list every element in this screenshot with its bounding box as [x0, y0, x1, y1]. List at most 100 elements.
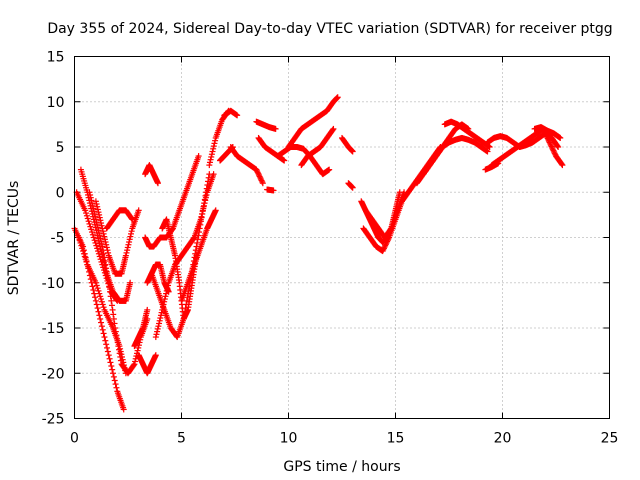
data-point [113, 384, 120, 391]
data-point [110, 315, 117, 322]
data-point [90, 234, 97, 241]
data-point [94, 221, 101, 228]
data-series [264, 186, 277, 194]
y-tick-label: -25 [42, 412, 65, 428]
data-point [81, 253, 88, 260]
data-point [89, 229, 96, 236]
x-tick-label: 20 [494, 431, 512, 447]
data-point [164, 285, 171, 292]
data-point [89, 202, 96, 209]
data-point [549, 144, 556, 151]
data-point [153, 331, 160, 338]
data-point [380, 245, 387, 252]
data-point [125, 241, 132, 248]
data-point [96, 312, 103, 319]
data-point [97, 217, 104, 224]
data-point [107, 288, 114, 295]
data-point [113, 332, 120, 339]
data-point [107, 359, 114, 366]
data-point [98, 220, 105, 227]
data-point [88, 197, 95, 204]
data-series [178, 207, 219, 304]
data-series [285, 94, 341, 150]
data-point [105, 352, 112, 359]
data-point [155, 323, 162, 330]
data-point [93, 242, 100, 249]
data-point [156, 317, 163, 324]
data-point [92, 294, 99, 301]
data-series [362, 189, 408, 241]
data-point [103, 244, 110, 251]
data-series [131, 306, 151, 350]
data-point [108, 297, 115, 304]
data-point [255, 170, 262, 177]
data-point [84, 215, 91, 222]
y-tick-label: -20 [42, 366, 65, 382]
data-point [94, 203, 101, 210]
data-point [349, 184, 356, 191]
data-point [484, 148, 491, 155]
data-point [99, 243, 106, 250]
data-point [384, 237, 391, 244]
data-point [259, 178, 266, 185]
data-point [124, 247, 131, 254]
data-point [258, 177, 265, 184]
data-point [112, 328, 119, 335]
data-point [135, 207, 142, 214]
data-point [199, 208, 206, 215]
data-series [531, 124, 564, 141]
data-point [207, 156, 214, 163]
data-point [270, 187, 277, 194]
data-point [100, 304, 107, 311]
y-tick-label: 5 [56, 140, 65, 156]
data-point [105, 279, 112, 286]
data-point [93, 219, 100, 226]
x-tick-label: 25 [601, 431, 619, 447]
data-point [257, 174, 264, 181]
grid-lines [74, 56, 610, 419]
data-point [381, 244, 388, 251]
data-point [106, 284, 113, 291]
data-point [87, 194, 94, 201]
data-point [95, 227, 102, 234]
data-point [92, 297, 99, 304]
data-point [87, 191, 94, 198]
data-point [120, 406, 127, 413]
data-point [380, 246, 387, 253]
data-point [208, 153, 215, 160]
data-point [78, 242, 85, 249]
data-point [198, 213, 205, 220]
data-point [158, 309, 165, 316]
data-point [114, 335, 121, 342]
chart-title: Day 355 of 2024, Sidereal Day-to-day VTE… [47, 21, 612, 37]
data-point [117, 357, 124, 364]
data-point [202, 194, 209, 201]
y-tick-label: 0 [56, 185, 65, 201]
data-point [83, 212, 90, 219]
y-axis-label: SDTVAR / TECUs [6, 181, 22, 296]
data-point [495, 160, 502, 167]
data-point [211, 140, 218, 147]
data-point [88, 226, 95, 233]
data-point [101, 334, 108, 341]
data-point [123, 249, 130, 256]
data-series [298, 125, 337, 169]
data-point [108, 302, 115, 309]
data-point [382, 242, 389, 249]
data-point [100, 230, 107, 237]
data-point [89, 283, 96, 290]
data-point [96, 229, 103, 236]
data-series [142, 153, 202, 250]
data-series [255, 134, 288, 164]
data-series [484, 130, 562, 150]
data-point [256, 173, 263, 180]
data-point [555, 144, 562, 150]
data-point [103, 265, 110, 272]
data-point [92, 279, 99, 286]
data-point [105, 249, 112, 256]
data-point [160, 301, 167, 308]
data-point [110, 311, 117, 318]
data-point [95, 209, 102, 216]
data-point [99, 326, 106, 333]
